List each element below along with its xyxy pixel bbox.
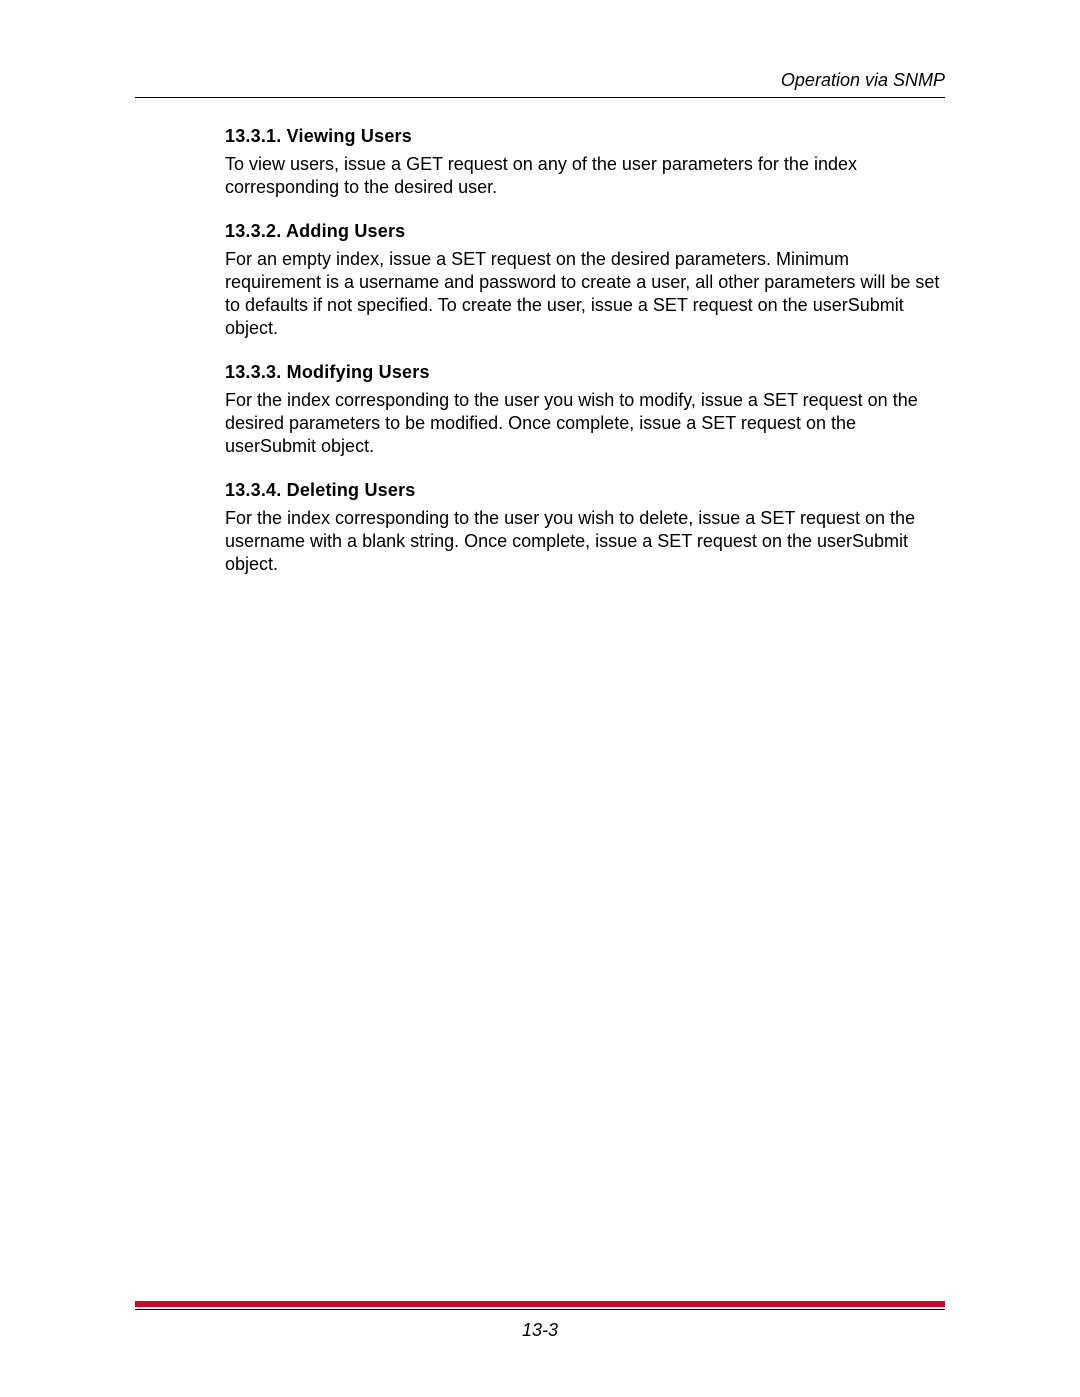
section-body: For an empty index, issue a SET request … [225,248,945,340]
section-heading: 13.3.3. Modifying Users [225,362,945,383]
footer-rule-black [135,1309,945,1311]
section-body: To view users, issue a GET request on an… [225,153,945,199]
page-footer: 13-3 [135,1301,945,1342]
section-heading: 13.3.1. Viewing Users [225,126,945,147]
section-body: For the index corresponding to the user … [225,507,945,576]
page-content: 13.3.1. Viewing Users To view users, iss… [135,126,945,576]
section-viewing-users: 13.3.1. Viewing Users To view users, iss… [225,126,945,199]
page-number: 13-3 [135,1320,945,1341]
section-body: For the index corresponding to the user … [225,389,945,458]
running-title: Operation via SNMP [781,70,945,90]
footer-rule-red [135,1301,945,1307]
section-deleting-users: 13.3.4. Deleting Users For the index cor… [225,480,945,576]
section-modifying-users: 13.3.3. Modifying Users For the index co… [225,362,945,458]
running-header: Operation via SNMP [135,70,945,98]
section-adding-users: 13.3.2. Adding Users For an empty index,… [225,221,945,340]
section-heading: 13.3.4. Deleting Users [225,480,945,501]
page-container: Operation via SNMP 13.3.1. Viewing Users… [135,70,945,1307]
section-heading: 13.3.2. Adding Users [225,221,945,242]
